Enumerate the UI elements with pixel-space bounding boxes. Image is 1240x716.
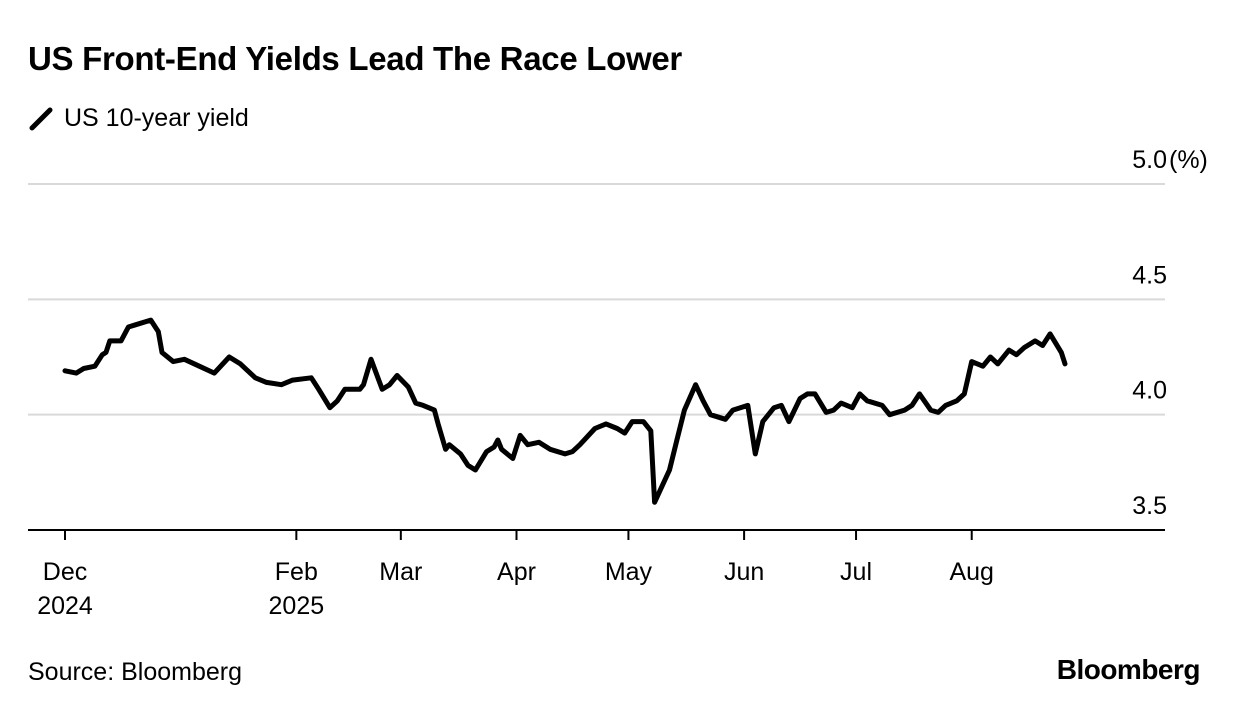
- legend: US 10-year yield: [28, 104, 271, 133]
- chart-title: US Front-End Yields Lead The Race Lower: [28, 40, 682, 77]
- legend-label: US 10-year yield: [64, 104, 249, 132]
- x-tick-label: Jul: [840, 558, 872, 586]
- series-line-1: [62, 317, 1068, 505]
- x-tick-label: Feb: [275, 558, 318, 586]
- x-tick-label: Jun: [724, 558, 764, 586]
- y-tick-label: 5.0: [1132, 146, 1167, 174]
- x-tick-label: Aug: [949, 558, 993, 586]
- x-tick-label-year: 2024: [37, 592, 93, 620]
- source-note: Source: Bloomberg: [28, 658, 243, 686]
- x-tick-label: May: [605, 558, 653, 586]
- y-axis-unit: (%): [1169, 146, 1208, 174]
- y-tick-label: 4.5: [1132, 261, 1167, 289]
- legend-item-1: US 10-year yield: [28, 104, 249, 133]
- x-tick-label: Apr: [497, 558, 536, 586]
- y-tick-label: 4.0: [1132, 377, 1167, 405]
- x-tick-label: Mar: [379, 558, 422, 586]
- y-tick-label: 3.5: [1132, 492, 1167, 520]
- bloomberg-logo: Bloomberg: [1056, 654, 1201, 685]
- x-tick-label: Dec: [43, 558, 87, 586]
- legend-swatch-icon: [29, 107, 53, 130]
- x-tick-label-year: 2025: [269, 592, 325, 620]
